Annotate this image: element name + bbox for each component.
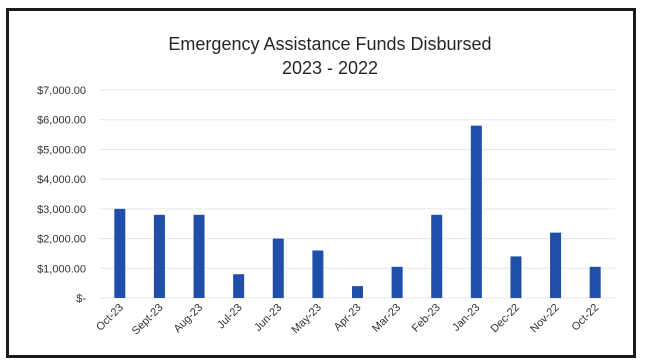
bar [352,286,363,298]
bar [114,208,126,298]
y-tick-label: $1,000.00 [37,263,86,275]
bar [153,214,165,298]
bar [589,266,601,298]
x-tick-label: Aug-23 [172,302,206,336]
bar [510,256,522,298]
x-tick-label: Apr-23 [332,302,364,334]
bar [391,266,403,298]
bar [312,250,324,298]
x-tick-label: Dec-22 [489,302,523,336]
x-tick-label: Sept-23 [130,302,166,338]
y-tick-label: $2,000.00 [37,234,86,246]
chart-title: Emergency Assistance Funds Disbursed [168,34,492,54]
bar [193,214,205,298]
x-tick-label: Jan-23 [450,302,482,334]
y-tick-label: $4,000.00 [37,174,86,186]
x-tick-label: Jun-23 [252,302,284,334]
bar [272,238,284,298]
chart-subtitle: 2023 - 2022 [281,58,379,78]
x-tick-label: Mar-23 [370,302,403,335]
y-tick-label: $5,000.00 [37,144,86,156]
x-tick-label: May-23 [290,302,324,336]
y-tick-label: $3,000.00 [37,204,86,216]
x-tick-label: Nov-22 [528,302,562,336]
y-tick-label: $6,000.00 [37,115,86,127]
bar [431,214,443,298]
x-tick-label: Feb-23 [410,302,443,335]
bar [550,232,562,298]
y-tick-label: $7,000.00 [37,85,86,97]
x-tick-label: Oct-22 [569,302,601,334]
y-tick-label: $- [76,293,86,305]
chart-frame [6,8,636,358]
bar [233,274,245,298]
x-tick-label: Oct-23 [94,302,126,334]
bar [470,125,482,299]
x-tick-label: Jul-23 [215,302,245,332]
